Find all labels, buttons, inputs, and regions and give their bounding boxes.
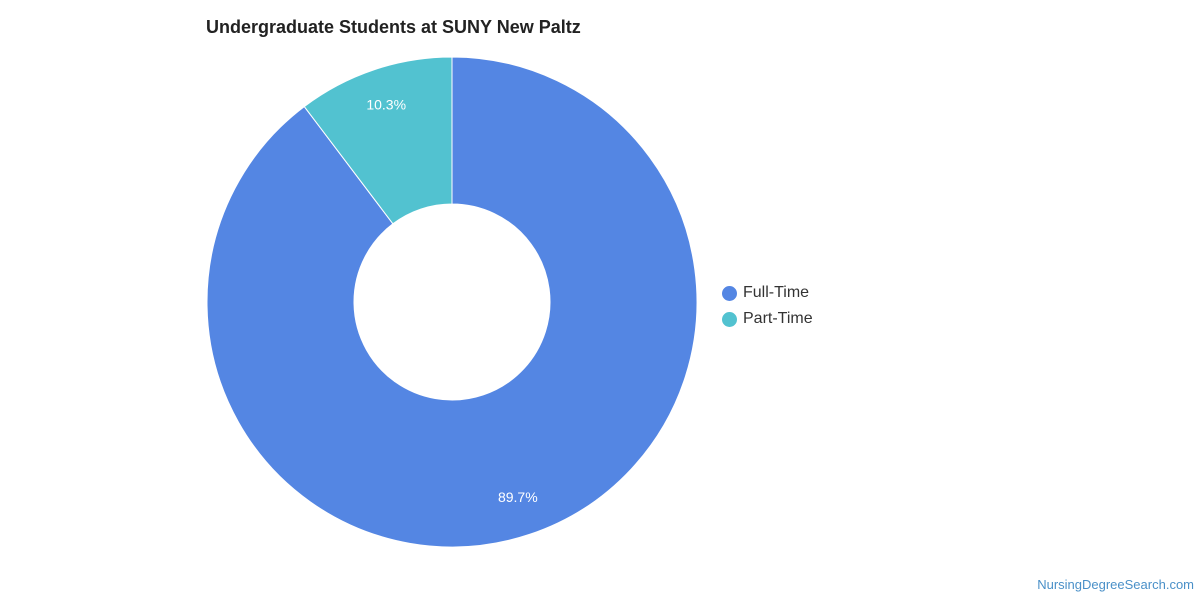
legend-swatch-part-time xyxy=(722,311,737,327)
slice-labels-group: 89.7% 10.3% xyxy=(366,96,537,505)
slices-group xyxy=(206,56,698,548)
legend: Full-Time Part-Time xyxy=(722,280,813,332)
legend-item-part-time[interactable]: Part-Time xyxy=(722,306,813,332)
legend-swatch-full-time xyxy=(722,285,737,301)
slice-label-full-time: 89.7% xyxy=(498,489,538,505)
source-watermark[interactable]: NursingDegreeSearch.com xyxy=(1037,577,1194,592)
slice-label-part-time: 10.3% xyxy=(366,96,406,112)
slice-part-time[interactable] xyxy=(303,56,453,225)
legend-label-full-time: Full-Time xyxy=(743,284,810,301)
chart-title: Undergraduate Students at SUNY New Paltz xyxy=(206,17,581,37)
slice-full-time[interactable] xyxy=(206,56,698,548)
legend-label-part-time: Part-Time xyxy=(743,310,813,327)
legend-item-full-time[interactable]: Full-Time xyxy=(722,280,813,306)
